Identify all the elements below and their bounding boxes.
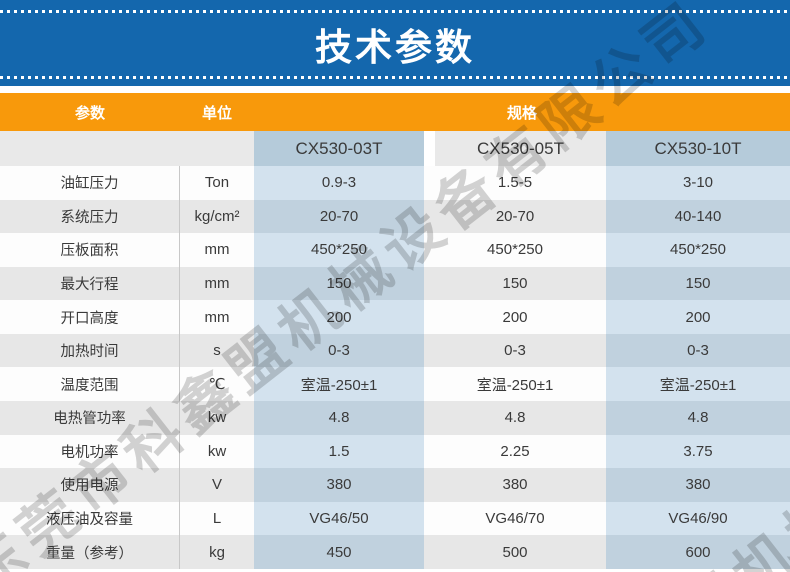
cell-value: 1.5-5 — [424, 166, 606, 200]
table-row: 温度范围 ℃ 室温-250±1 室温-250±1 室温-250±1 — [0, 367, 790, 402]
cell-value: 3-10 — [606, 166, 790, 200]
cell-value: 450 — [254, 535, 424, 569]
row-unit: s — [180, 333, 254, 368]
cell-value: 室温-250±1 — [254, 367, 424, 402]
cell-value: 380 — [606, 468, 790, 502]
table-header-row: 参数 单位 规格 — [0, 93, 790, 131]
row-label: 电机功率 — [0, 434, 180, 469]
cell-value: VG46/70 — [424, 501, 606, 536]
cell-value: 200 — [254, 300, 424, 334]
cell-value: 0-3 — [424, 333, 606, 368]
model-name-2: CX530-05T — [424, 131, 606, 166]
table-row: 最大行程 mm 150 150 150 — [0, 266, 790, 301]
row-label: 加热时间 — [0, 333, 180, 368]
header-unit: 单位 — [201, 104, 232, 122]
cell-value: 380 — [424, 468, 606, 502]
bottom-strip — [0, 569, 790, 572]
page-title: 技术参数 — [315, 27, 475, 68]
cell-value: 2.25 — [424, 434, 606, 469]
table-row: 电机功率 kw 1.5 2.25 3.75 — [0, 434, 790, 469]
cell-value: 3.75 — [606, 434, 790, 469]
cell-value: 450*250 — [606, 233, 790, 267]
cell-value: 4.8 — [254, 401, 424, 435]
row-unit: mm — [180, 266, 254, 301]
cell-value: VG46/90 — [606, 501, 790, 536]
table-row: 加热时间 s 0-3 0-3 0-3 — [0, 333, 790, 368]
dashed-divider-bottom — [0, 76, 790, 79]
cell-value: 0-3 — [254, 333, 424, 368]
row-unit: mm — [180, 300, 254, 334]
cell-value: 380 — [254, 468, 424, 502]
cell-value: 450*250 — [424, 233, 606, 267]
dashed-divider-top — [0, 10, 790, 13]
row-label: 温度范围 — [0, 367, 180, 402]
cell-value: 1.5 — [254, 434, 424, 469]
table-body: 油缸压力 Ton 0.9-3 1.5-5 3-10 系统压力 kg/cm² 20… — [0, 166, 790, 569]
row-unit: kg/cm² — [180, 199, 254, 234]
title-banner: 技术参数 — [0, 0, 790, 86]
row-unit: kg — [180, 535, 254, 569]
row-label: 系统压力 — [0, 199, 180, 234]
row-label: 油缸压力 — [0, 166, 180, 200]
model-name-3: CX530-10T — [606, 131, 790, 166]
cell-value: 450*250 — [254, 233, 424, 267]
model-name-1: CX530-03T — [254, 131, 424, 166]
model-header-row: CX530-03T CX530-05T CX530-10T — [0, 131, 790, 166]
row-label: 开口高度 — [0, 300, 180, 334]
row-unit: ℃ — [180, 367, 254, 402]
table-row: 系统压力 kg/cm² 20-70 20-70 40-140 — [0, 199, 790, 234]
cell-value: 0.9-3 — [254, 166, 424, 200]
table-row: 油缸压力 Ton 0.9-3 1.5-5 3-10 — [0, 166, 790, 200]
cell-value: VG46/50 — [254, 501, 424, 536]
row-unit: kw — [180, 434, 254, 469]
row-label: 液压油及容量 — [0, 501, 180, 536]
row-unit: kw — [180, 401, 254, 435]
row-unit: L — [180, 501, 254, 536]
row-unit: Ton — [180, 166, 254, 200]
cell-value: 150 — [254, 266, 424, 301]
table-row: 使用电源 V 380 380 380 — [0, 468, 790, 502]
table-row: 液压油及容量 L VG46/50 VG46/70 VG46/90 — [0, 501, 790, 536]
cell-value: 20-70 — [254, 199, 424, 234]
cell-value: 150 — [424, 266, 606, 301]
cell-value: 20-70 — [424, 199, 606, 234]
table-row: 开口高度 mm 200 200 200 — [0, 300, 790, 334]
cell-value: 200 — [606, 300, 790, 334]
cell-value: 4.8 — [424, 401, 606, 435]
table-row: 电热管功率 kw 4.8 4.8 4.8 — [0, 401, 790, 435]
row-unit: mm — [180, 233, 254, 267]
cell-value: 200 — [424, 300, 606, 334]
banner-gap — [0, 86, 790, 93]
cell-value: 150 — [606, 266, 790, 301]
row-label: 重量（参考） — [0, 535, 180, 569]
cell-value: 600 — [606, 535, 790, 569]
cell-value: 4.8 — [606, 401, 790, 435]
row-label: 压板面积 — [0, 233, 180, 267]
row-label: 最大行程 — [0, 266, 180, 301]
header-spec: 规格 — [506, 104, 537, 122]
table-row: 重量（参考） kg 450 500 600 — [0, 535, 790, 569]
header-param: 参数 — [74, 104, 105, 122]
row-unit: V — [180, 468, 254, 502]
cell-value: 室温-250±1 — [424, 367, 606, 402]
cell-value: 室温-250±1 — [606, 367, 790, 402]
table-row: 压板面积 mm 450*250 450*250 450*250 — [0, 233, 790, 267]
row-label: 电热管功率 — [0, 401, 180, 435]
cell-value: 0-3 — [606, 333, 790, 368]
row-label: 使用电源 — [0, 468, 180, 502]
cell-value: 40-140 — [606, 199, 790, 234]
cell-value: 500 — [424, 535, 606, 569]
model-header-lead — [0, 131, 254, 166]
